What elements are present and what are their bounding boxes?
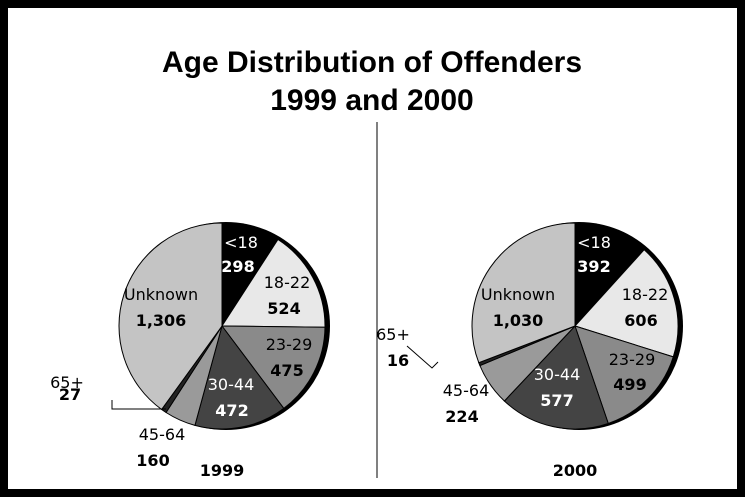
slice-label-unknown: Unknown: [481, 285, 555, 304]
slice-label-30-44: 30-44: [208, 375, 255, 394]
slice-label-under-18: <18: [577, 233, 611, 252]
pie-slice-unknown: [118, 222, 223, 411]
chart-title: Age Distribution of Offenders: [162, 46, 582, 79]
slice-value-18-22: 524: [267, 299, 300, 318]
slice-value-23-29: 475: [270, 361, 303, 380]
slice-label-45-64: 45-64: [139, 425, 186, 444]
pie-1999: <18 298 18-22 524 23-29 475 30-44 472 45-64 160 65…: [50, 222, 330, 470]
leader-line-65-plus: [406, 345, 439, 369]
slice-label-30-44: 30-44: [534, 365, 581, 384]
slice-label-18-22: 18-22: [264, 273, 311, 292]
slice-label-18-22: 18-22: [622, 285, 669, 304]
slice-label-23-29: 23-29: [609, 350, 656, 369]
slice-value-30-44: 472: [215, 401, 248, 420]
slice-value-unknown: 1,030: [493, 311, 544, 330]
pie-slice-unknown: [471, 222, 576, 364]
slice-value-under-18: 298: [221, 257, 254, 276]
slice-label-unknown: Unknown: [124, 285, 198, 304]
slice-value-45-64: 160: [136, 451, 169, 470]
slice-value-18-22: 606: [624, 311, 657, 330]
slice-value-23-29: 499: [613, 375, 646, 394]
year-label-1999: 1999: [200, 461, 245, 480]
slice-value-65-plus: 16: [387, 351, 409, 370]
pie-slice-30-44: [503, 325, 609, 430]
year-label-2000: 2000: [553, 461, 598, 480]
slice-label-65-plus: 65+: [50, 373, 84, 392]
leader-line-65-plus: [111, 400, 166, 410]
pie-slice-18-22: [221, 238, 326, 328]
pie-slice-18-22: [574, 248, 679, 358]
slice-value-unknown: 1,306: [136, 311, 187, 330]
pie-slice-30-44: [194, 324, 285, 430]
slice-label-under-18: <18: [224, 233, 258, 252]
slice-value-30-44: 577: [540, 391, 573, 410]
pie-slice-23-29: [220, 325, 326, 410]
pie-2000: <18 392 18-22 606 23-29 499 30-44 577 45-64 224 65…: [376, 222, 683, 430]
slice-label-45-64: 45-64: [443, 381, 490, 400]
slice-value-under-18: 392: [577, 257, 610, 276]
slice-value-45-64: 224: [445, 407, 478, 426]
slice-label-23-29: 23-29: [266, 335, 313, 354]
slice-value-65-plus: 27: [59, 385, 81, 404]
slice-label-65-plus: 65+: [376, 325, 410, 344]
pie-slice-23-29: [574, 325, 674, 425]
pie-slice-under-18: [574, 222, 645, 328]
chart-subtitle: 1999 and 2000: [270, 84, 473, 117]
